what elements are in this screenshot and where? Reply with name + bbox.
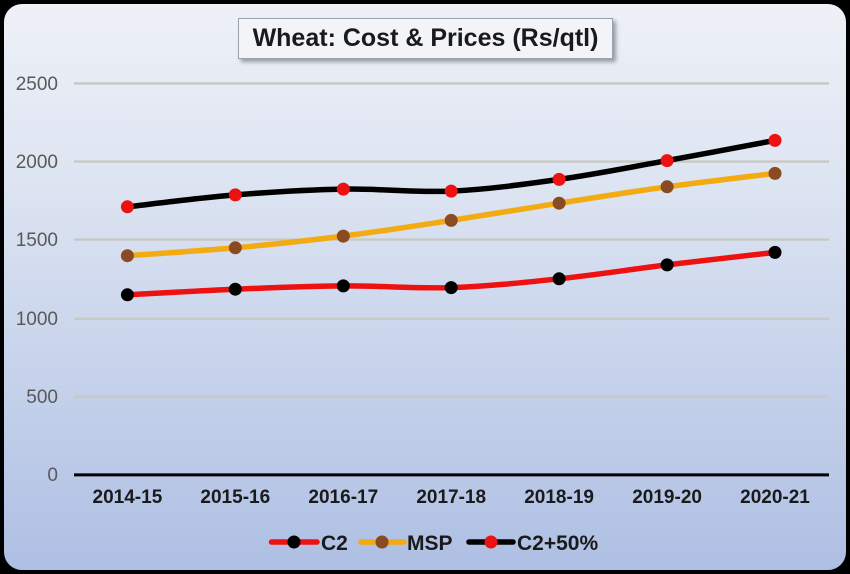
svg-text:2500: 2500 — [16, 74, 58, 95]
svg-text:2019-20: 2019-20 — [632, 487, 702, 508]
svg-text:1500: 1500 — [16, 230, 58, 251]
svg-text:2020-21: 2020-21 — [740, 487, 810, 508]
svg-text:2017-18: 2017-18 — [416, 487, 486, 508]
svg-text:0: 0 — [47, 465, 58, 486]
svg-text:2000: 2000 — [16, 152, 58, 173]
svg-text:500: 500 — [26, 387, 58, 408]
svg-text:MSP: MSP — [407, 532, 453, 555]
svg-text:2016-17: 2016-17 — [308, 487, 378, 508]
svg-text:C2+50%: C2+50% — [517, 532, 598, 555]
svg-text:2018-19: 2018-19 — [524, 487, 594, 508]
svg-text:2015-16: 2015-16 — [200, 487, 270, 508]
svg-text:1000: 1000 — [16, 309, 58, 330]
svg-text:C2: C2 — [321, 532, 348, 555]
svg-text:2014-15: 2014-15 — [93, 487, 163, 508]
